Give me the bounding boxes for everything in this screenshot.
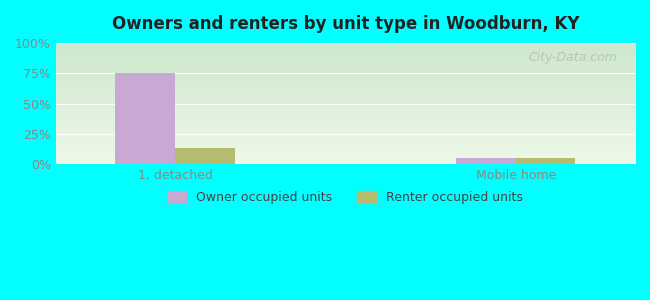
Legend: Owner occupied units, Renter occupied units: Owner occupied units, Renter occupied un… bbox=[162, 186, 528, 209]
Bar bbox=[456, 158, 515, 164]
Text: City-Data.com: City-Data.com bbox=[528, 51, 618, 64]
Title: Owners and renters by unit type in Woodburn, KY: Owners and renters by unit type in Woodb… bbox=[112, 15, 579, 33]
Bar bbox=[515, 158, 575, 164]
Bar bbox=[175, 148, 235, 164]
Bar bbox=[115, 73, 175, 164]
